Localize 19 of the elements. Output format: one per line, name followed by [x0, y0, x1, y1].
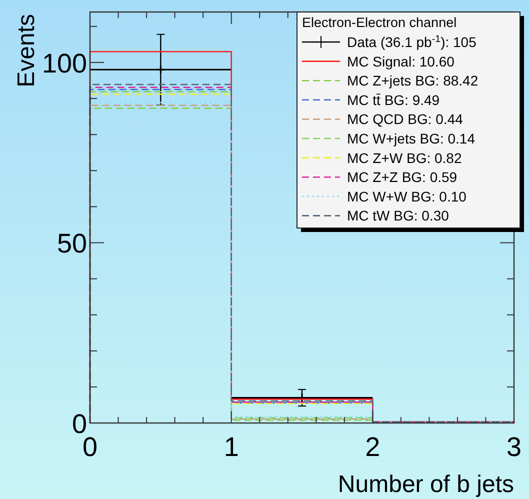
- legend-label: MC QCD BG: 0.44: [347, 111, 464, 128]
- legend-title: Electron-Electron channel: [302, 15, 457, 30]
- y-tick-label: 50: [56, 228, 87, 259]
- y-axis-title: Events: [13, 14, 40, 88]
- legend-label: Data (36.1 pb$^{-1}$): 105: [347, 34, 477, 50]
- y-tick-label: 100: [42, 48, 87, 78]
- legend-label: MC tW BG: 0.30: [347, 208, 450, 224]
- legend-label: MC Signal: 10.60: [347, 53, 455, 70]
- x-tick-label: 1: [224, 432, 239, 462]
- legend-label: MC tt̄ BG: 9.49: [347, 92, 440, 108]
- legend-label: MC Z+W BG: 0.82: [347, 150, 462, 166]
- y-tick-label: 0: [72, 409, 87, 439]
- x-tick-label: 3: [506, 432, 522, 462]
- legend-label: MC W+W BG: 0.10: [347, 188, 467, 204]
- x-axis-title: Number of b jets: [338, 471, 514, 498]
- legend-label: MC Z+jets BG: 88.42: [347, 72, 478, 89]
- legend-label: MC Z+Z BG: 0.59: [347, 169, 458, 186]
- x-tick-label: 2: [365, 432, 380, 462]
- legend-label: MC W+jets BG: 0.14: [347, 130, 476, 146]
